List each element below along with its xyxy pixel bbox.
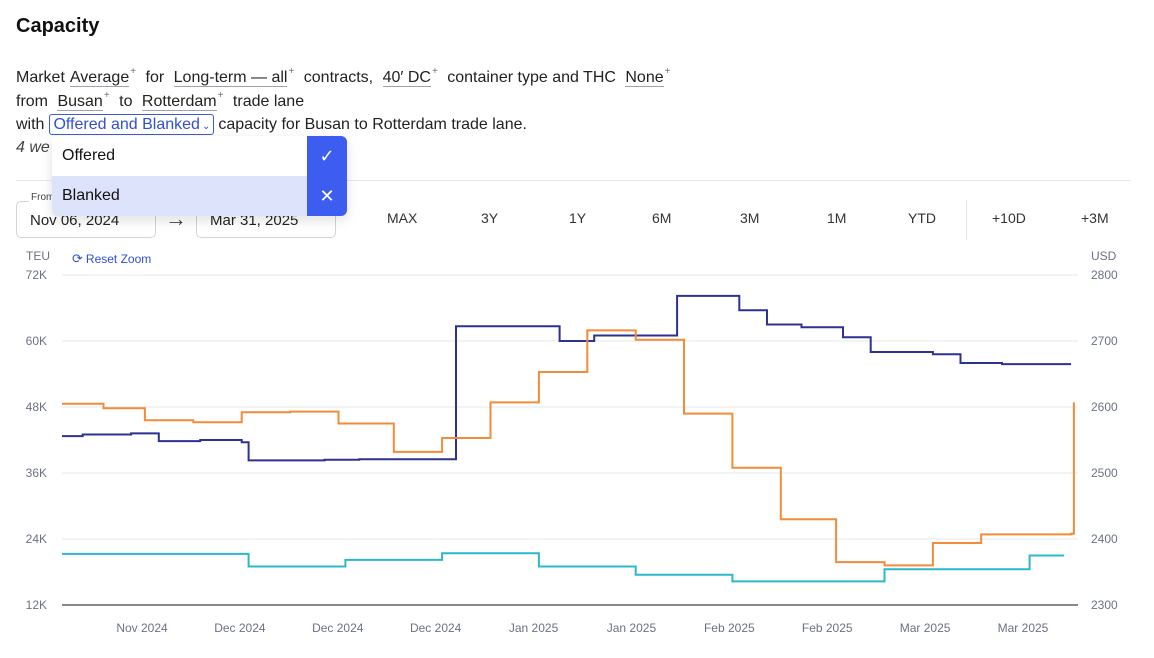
- range-button-1y[interactable]: 1Y: [569, 210, 587, 226]
- range-button-1m[interactable]: 1M: [827, 210, 847, 226]
- refresh-icon: ⟳: [72, 251, 83, 266]
- right-axis-unit: USD: [1091, 249, 1117, 263]
- left-axis-ticks: 12K 24K 36K 48K 60K 72K: [26, 268, 47, 612]
- left-tick-label: 60K: [26, 334, 47, 348]
- divider: [16, 180, 1131, 181]
- series-line-offered: [62, 294, 1072, 462]
- left-axis-unit: TEU: [26, 249, 50, 263]
- right-tick-label: 2600: [1091, 400, 1118, 414]
- reset-zoom-label: Reset Zoom: [85, 252, 152, 266]
- right-tick-label: 2800: [1091, 268, 1118, 282]
- filter-sentence-line-4: 4 we: [16, 139, 50, 157]
- from-date-value: Nov 06, 2024: [30, 212, 120, 229]
- x-tick-label: Mar 2025: [900, 621, 951, 635]
- page-title: Capacity: [16, 15, 100, 37]
- filter-sentence-line-3: with Offered and Blanked ⌄ capacity for Bus…: [16, 114, 527, 135]
- right-tick-label: 2300: [1091, 598, 1118, 612]
- destination-option[interactable]: Rotterdam: [141, 93, 217, 111]
- range-button-3y[interactable]: 3Y: [481, 210, 499, 226]
- sentence-word: container type and THC: [447, 69, 616, 86]
- check-icon[interactable]: ✓: [307, 136, 347, 176]
- dropdown-option-offered[interactable]: Offered ✓: [52, 136, 347, 176]
- contract-term-option[interactable]: Long-term — all: [173, 69, 288, 87]
- x-tick-label: Feb 2025: [704, 621, 755, 635]
- x-tick-label: Dec 2024: [312, 621, 364, 635]
- chart-series: [62, 294, 1075, 583]
- filter-sentence-line-1: Market Average+ for Long-term — all+ cont…: [16, 66, 675, 87]
- series-line-price: [62, 329, 1075, 567]
- capacity-type-select[interactable]: Offered and Blanked ⌄: [49, 114, 215, 135]
- left-tick-label: 48K: [26, 400, 47, 414]
- dropdown-option-blanked[interactable]: Blanked ✕: [52, 176, 347, 216]
- filter-sentence-line-2: from Busan+ to Rotterdam+ trade lane: [16, 90, 309, 111]
- chart-grid: [62, 274, 1078, 606]
- sentence-word: to: [119, 93, 133, 110]
- close-icon[interactable]: ✕: [307, 176, 347, 216]
- container-option[interactable]: 40′ DC: [382, 69, 431, 87]
- right-axis-ticks: 2300 2400 2500 2600 2700 2800: [1091, 268, 1118, 612]
- right-tick-label: 2700: [1091, 334, 1118, 348]
- x-tick-label: Nov 2024: [116, 621, 168, 635]
- plus-icon[interactable]: +: [664, 66, 671, 77]
- range-button-plus-3m[interactable]: +3M: [1081, 210, 1109, 226]
- x-tick-label: Jan 2025: [509, 621, 559, 635]
- left-tick-label: 24K: [26, 532, 47, 546]
- plus-icon[interactable]: +: [217, 90, 224, 101]
- chevron-down-icon: ⌄: [201, 121, 211, 132]
- thc-option[interactable]: None: [625, 69, 664, 87]
- x-tick-label: Jan 2025: [607, 621, 657, 635]
- plus-icon[interactable]: +: [431, 66, 438, 77]
- to-date-value: Mar 31, 2025: [210, 212, 299, 229]
- sentence-word: contracts,: [303, 69, 374, 86]
- left-tick-label: 72K: [26, 268, 47, 282]
- x-tick-label: Mar 2025: [998, 621, 1049, 635]
- metric-option[interactable]: Average: [69, 69, 130, 87]
- divider: [966, 200, 967, 240]
- range-button-max[interactable]: MAX: [387, 210, 418, 226]
- x-axis-ticks: Nov 2024 Dec 2024 Dec 2024 Dec 2024 Jan 2025…: [116, 621, 1048, 635]
- sentence-word: capacity for Busan to Rotterdam trade la…: [218, 116, 527, 133]
- dropdown-option-label: Offered: [62, 147, 116, 164]
- sentence-word: for: [145, 69, 165, 86]
- plus-icon[interactable]: +: [288, 66, 295, 77]
- from-date-label: From: [29, 192, 57, 204]
- plus-icon[interactable]: +: [103, 90, 110, 101]
- left-tick-label: 36K: [26, 466, 47, 480]
- range-button-ytd[interactable]: YTD: [908, 210, 936, 226]
- sentence-word: with: [16, 116, 45, 133]
- x-tick-label: Dec 2024: [214, 621, 266, 635]
- period-text: 4 we: [16, 139, 50, 156]
- sentence-word: trade lane: [232, 93, 305, 110]
- from-date-field[interactable]: From Nov 06, 2024: [16, 192, 156, 238]
- range-button-3m[interactable]: 3M: [740, 210, 760, 226]
- sentence-word: Market: [16, 69, 65, 86]
- right-tick-label: 2500: [1091, 466, 1118, 480]
- series-line-blanked: [62, 552, 1065, 583]
- capacity-type-value: Offered and Blanked: [53, 116, 200, 133]
- plus-icon[interactable]: +: [130, 66, 137, 77]
- left-tick-label: 12K: [26, 598, 47, 612]
- sentence-word: from: [16, 93, 48, 110]
- right-tick-label: 2400: [1091, 532, 1118, 546]
- x-tick-label: Feb 2025: [802, 621, 853, 635]
- range-button-6m[interactable]: 6M: [652, 210, 672, 226]
- x-tick-label: Dec 2024: [410, 621, 462, 635]
- origin-option[interactable]: Busan: [57, 93, 103, 111]
- reset-zoom-button[interactable]: ⟳ Reset Zoom: [72, 251, 151, 267]
- dropdown-option-label: Blanked: [62, 187, 120, 204]
- capacity-type-dropdown: Offered ✓ Blanked ✕: [52, 136, 347, 216]
- range-button-plus-10d[interactable]: +10D: [992, 210, 1026, 226]
